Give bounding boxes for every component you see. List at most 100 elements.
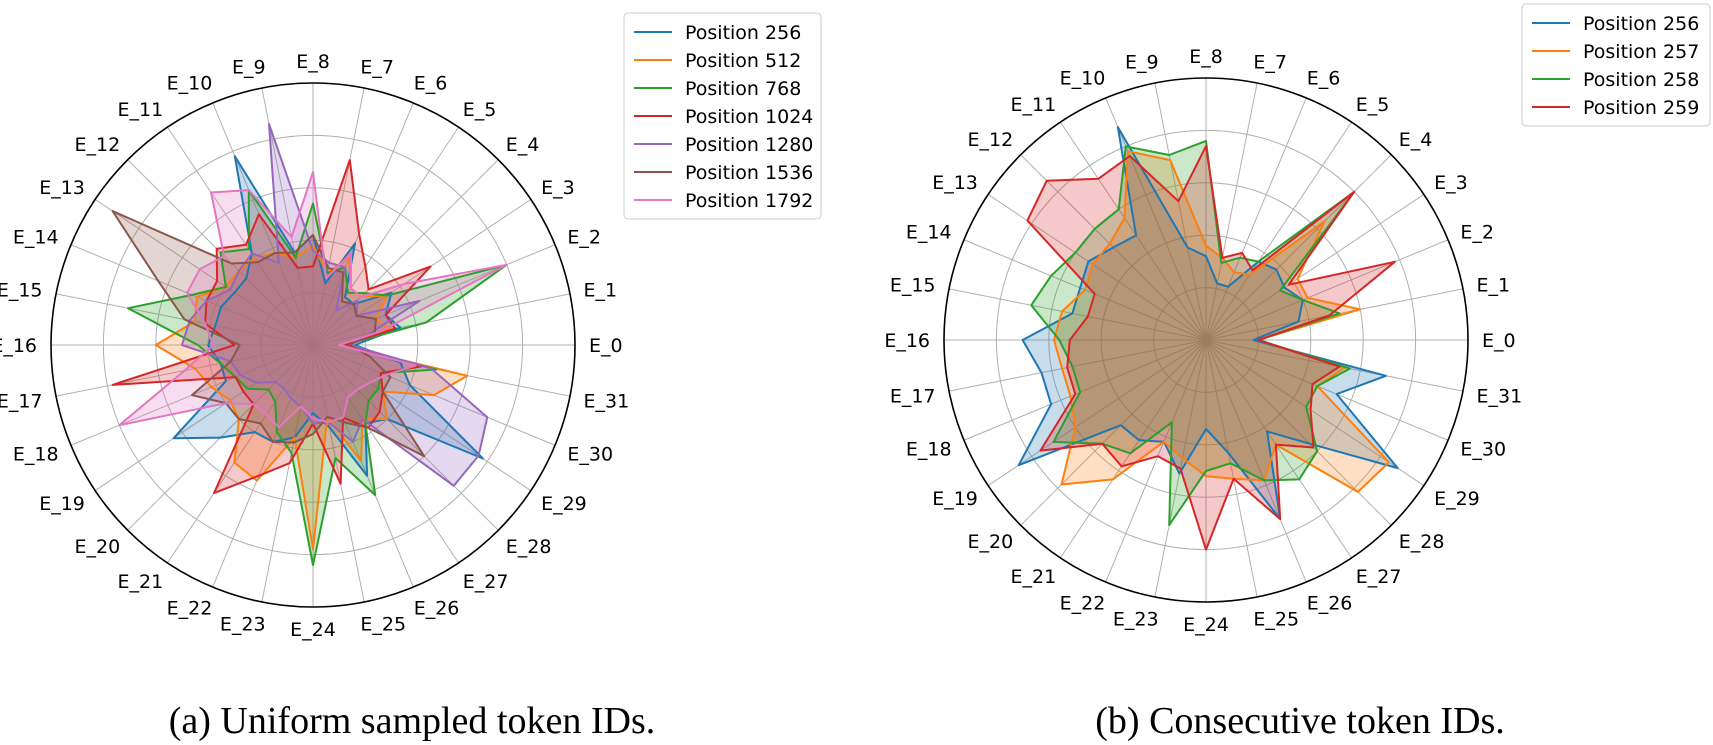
axis-label: E_7 xyxy=(360,57,394,79)
axis-label: E_30 xyxy=(1460,439,1506,461)
grid-spoke xyxy=(1060,121,1207,341)
legend-box xyxy=(1521,3,1711,127)
axis-label: E_31 xyxy=(1477,385,1523,407)
grid-spoke xyxy=(1205,339,1352,559)
legend-box xyxy=(623,12,822,220)
axis-label: E_20 xyxy=(968,531,1014,553)
grid-spoke xyxy=(312,159,499,346)
series-line-position-768 xyxy=(127,189,508,567)
grid-spoke xyxy=(1205,121,1352,341)
grid-spoke xyxy=(987,339,1207,486)
legend-label: Position 1280 xyxy=(685,134,813,156)
grid-spoke xyxy=(312,87,365,346)
grid-spoke xyxy=(1105,97,1207,341)
legend-label: Position 768 xyxy=(685,78,801,100)
axis-label: E_28 xyxy=(506,536,552,558)
grid-spoke xyxy=(312,244,556,346)
axis-label: E_18 xyxy=(906,439,952,461)
grid-spoke xyxy=(1020,339,1207,526)
grid-spoke xyxy=(312,293,571,346)
grid-spoke xyxy=(987,194,1207,341)
series-line-position-259 xyxy=(1026,145,1396,551)
axis-label: E_2 xyxy=(1460,221,1494,243)
axis-label: E_31 xyxy=(584,390,630,412)
axis-label: E_22 xyxy=(1060,592,1106,614)
legend-label: Position 1792 xyxy=(685,190,813,212)
axis-label: E_12 xyxy=(75,134,121,156)
grid-spoke xyxy=(1205,239,1449,341)
axis-label: E_7 xyxy=(1253,52,1287,74)
axis-label: E_27 xyxy=(1356,566,1402,588)
outer-ring xyxy=(50,82,576,608)
grid-spoke xyxy=(1154,82,1207,341)
series-area-position-512 xyxy=(155,245,468,550)
legend-label: Position 256 xyxy=(1583,13,1699,35)
grid-spoke xyxy=(261,344,314,603)
grid-spoke xyxy=(1205,339,1392,526)
axis-label: E_20 xyxy=(75,536,121,558)
series-area-position-259 xyxy=(1027,146,1395,550)
axis-label: E_13 xyxy=(39,177,85,199)
legend-label: Position 1024 xyxy=(685,106,813,128)
grid-spoke xyxy=(94,344,314,491)
axis-label: E_29 xyxy=(541,493,587,515)
axis-label: E_21 xyxy=(1011,566,1057,588)
outer-ring xyxy=(943,77,1469,603)
axis-label: E_8 xyxy=(1189,46,1223,68)
grid-spoke xyxy=(312,199,532,346)
grid-spoke xyxy=(1205,339,1258,598)
axis-label: E_17 xyxy=(890,385,936,407)
axis-label: E_29 xyxy=(1434,488,1480,510)
axis-label: E_24 xyxy=(1183,614,1229,636)
grid-spoke xyxy=(1205,339,1449,441)
grid-spoke xyxy=(1105,339,1207,583)
grid-spoke xyxy=(167,344,314,564)
series-area-position-256 xyxy=(173,156,483,476)
series-area-position-256 xyxy=(1018,127,1398,520)
grid-spoke xyxy=(212,344,314,588)
axis-label: E_16 xyxy=(0,335,37,357)
series-area-position-1280 xyxy=(182,124,488,486)
grid-spoke xyxy=(948,339,1207,392)
grid-spoke xyxy=(312,344,532,491)
axis-label: E_13 xyxy=(932,172,978,194)
axis-label: E_6 xyxy=(1307,68,1341,90)
series-line-position-257 xyxy=(1053,150,1390,493)
grid-spoke xyxy=(1205,82,1258,341)
axis-label: E_0 xyxy=(589,335,623,357)
axis-label: E_11 xyxy=(118,99,164,121)
axis-label: E_19 xyxy=(39,493,85,515)
axis-label: E_4 xyxy=(506,134,540,156)
axis-label: E_26 xyxy=(1307,592,1353,614)
legend: Position 256 Position 512 Position 768 Posi… xyxy=(623,12,822,220)
grid-spoke xyxy=(312,344,414,588)
grid-spoke xyxy=(1205,194,1425,341)
axis-label: E_3 xyxy=(541,177,575,199)
grid-spoke xyxy=(948,288,1207,341)
axis-label: E_2 xyxy=(567,226,601,248)
axis-label: E_27 xyxy=(463,571,509,593)
axis-label: E_9 xyxy=(1125,52,1159,74)
grid-spoke xyxy=(312,344,499,531)
axis-label: E_3 xyxy=(1434,172,1468,194)
series-area-position-1536 xyxy=(112,211,425,457)
grid-spoke xyxy=(312,344,459,564)
axis-label: E_6 xyxy=(414,73,448,95)
grid-spoke xyxy=(167,126,314,346)
axis-label: E_16 xyxy=(884,330,930,352)
grid-spoke xyxy=(1205,97,1307,341)
series-area-position-768 xyxy=(128,190,507,566)
axis-label: E_30 xyxy=(567,444,613,466)
axis-label: E_23 xyxy=(1113,609,1159,631)
caption-b: (b) Consecutive token IDs. xyxy=(1095,700,1504,742)
grid-spoke xyxy=(312,344,365,603)
series-line-position-256 xyxy=(172,155,484,477)
axis-label: E_9 xyxy=(232,57,266,79)
axis-label: E_10 xyxy=(1060,68,1106,90)
legend-label: Position 1536 xyxy=(685,162,813,184)
legend-label: Position 257 xyxy=(1583,41,1699,63)
radar-chart-consecutive: E_0 E_1 E_2 E_3E_4 E_5 E_6 E_7 E_8 E_9 E_10E_11 E_… xyxy=(884,3,1711,636)
legend-label: Position 512 xyxy=(685,50,801,72)
axis-label: E_0 xyxy=(1482,330,1516,352)
